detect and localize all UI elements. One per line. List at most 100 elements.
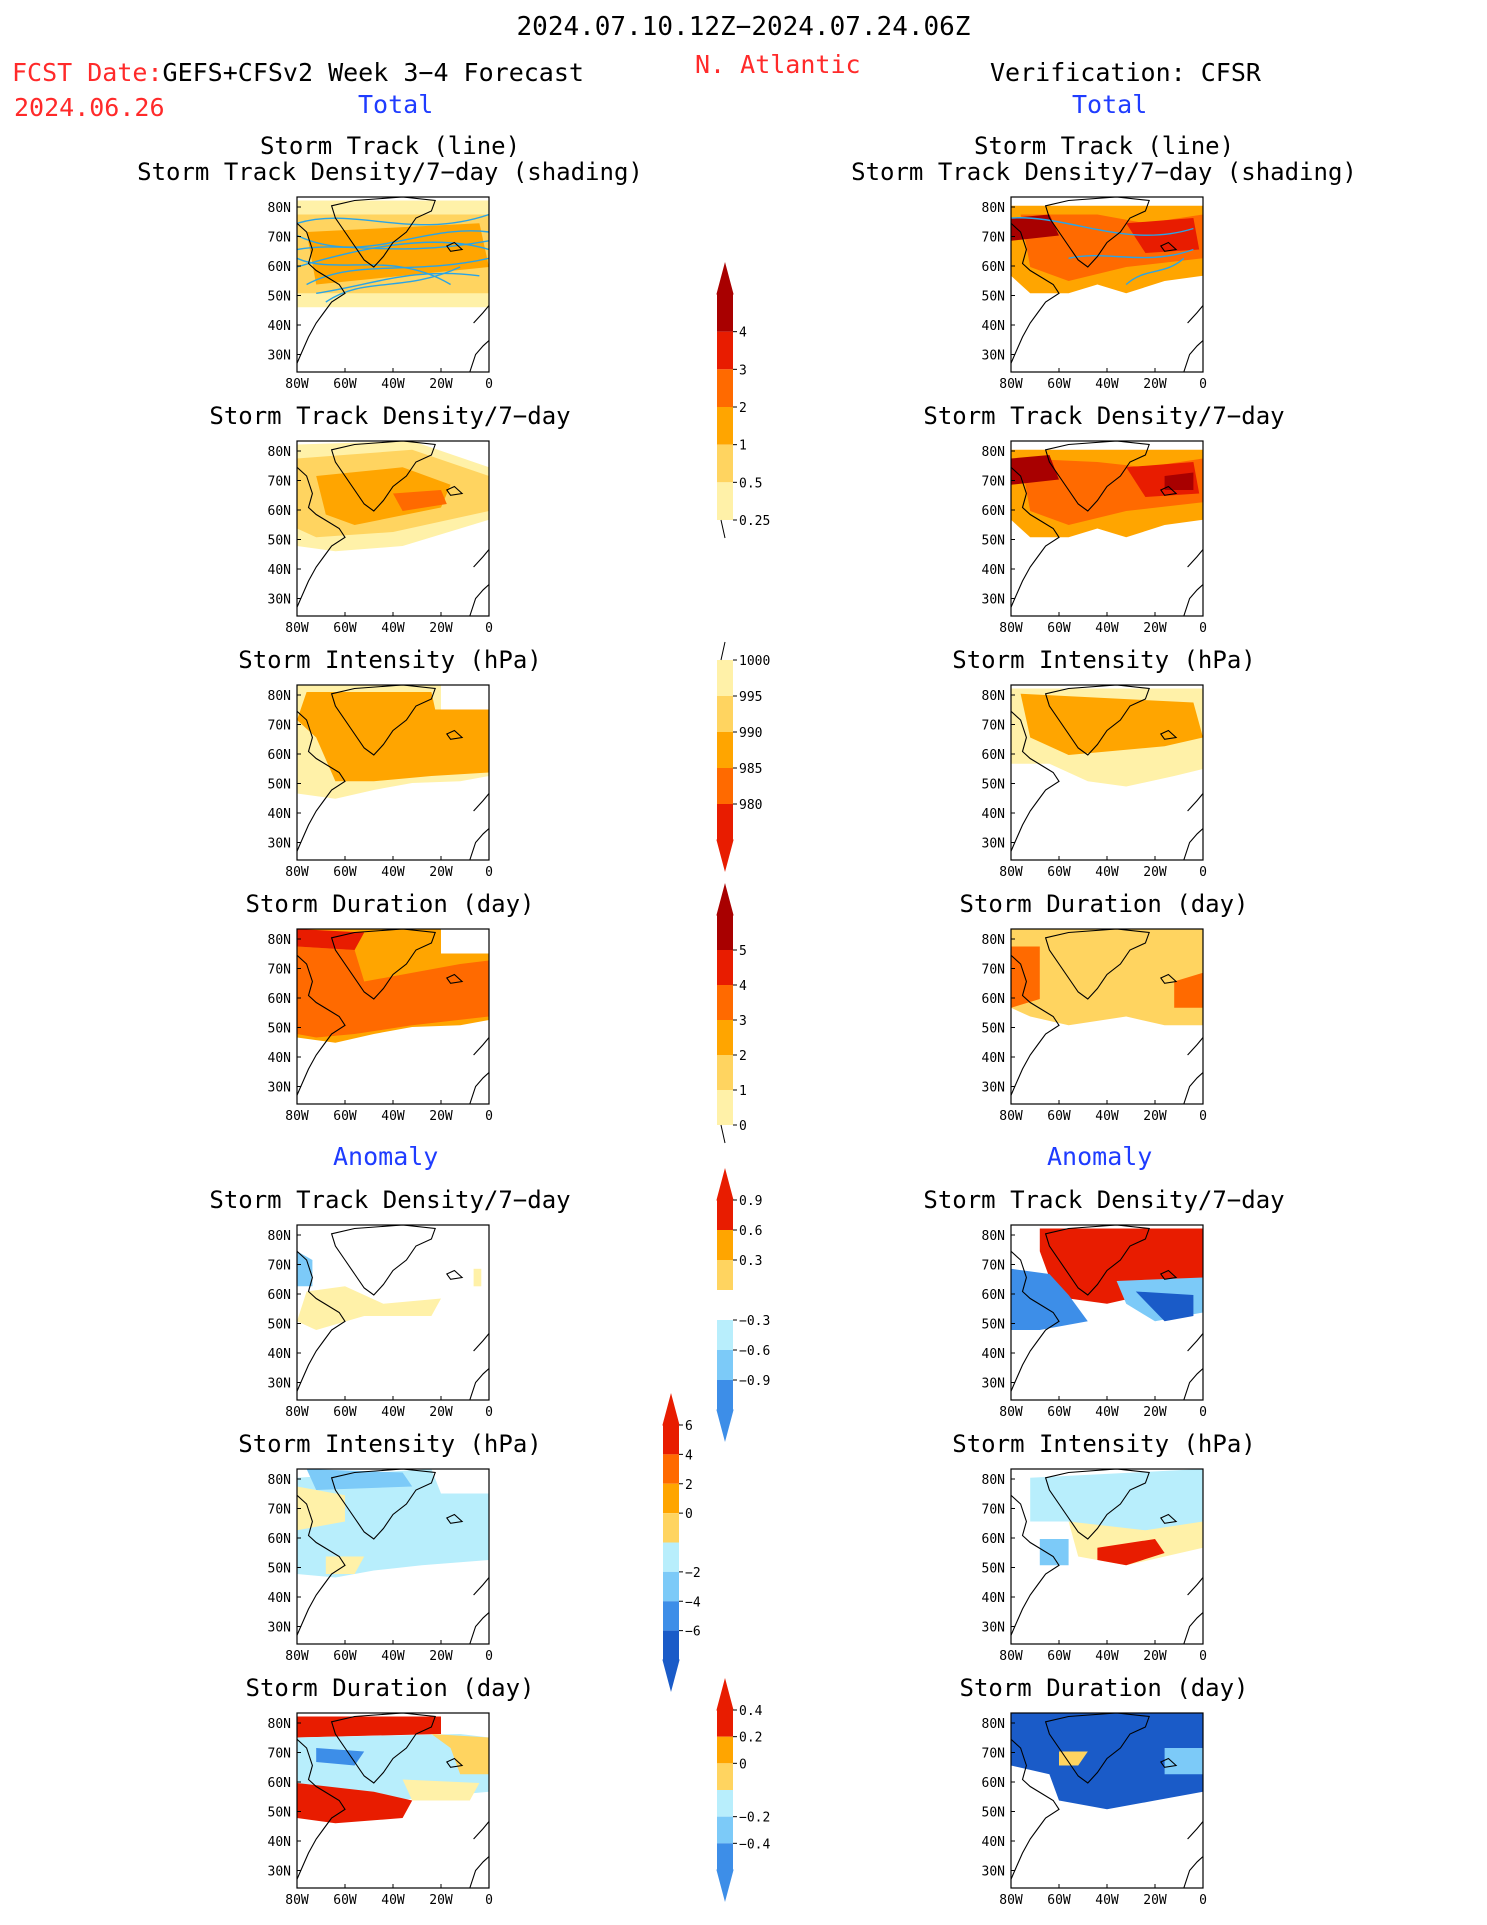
lat-tick-label: 50N <box>268 1806 291 1821</box>
lat-tick-label: 50N <box>982 1562 1005 1577</box>
colorbar-label: 2 <box>685 1478 693 1493</box>
right-map-panel-2: 80N 70N 60N 50N 40N 30N 80W 60W 40W 20W 0 <box>982 440 1207 636</box>
shading-region <box>1164 1748 1203 1775</box>
right-panel1-title-line: Storm Track (line) <box>973 132 1235 160</box>
colorbar-segment <box>663 1425 679 1455</box>
shading-region <box>297 946 489 1038</box>
lat-tick-label: 60N <box>268 1288 291 1303</box>
lon-tick-label: 80W <box>999 1405 1023 1420</box>
colorbar-segment <box>717 768 733 804</box>
colorbar-segment <box>717 331 733 370</box>
lon-tick-label: 0 <box>1199 1893 1207 1908</box>
left-map-panel-4: 80N 70N 60N 50N 40N 30N 80W 60W 40W 20W 0 <box>268 928 493 1124</box>
lat-tick-label: 80N <box>268 933 291 948</box>
shading-region <box>306 223 489 285</box>
lat-tick-label: 50N <box>982 778 1005 793</box>
colorbar-label: 0.9 <box>739 1194 762 1209</box>
lat-tick-label: 40N <box>982 807 1005 822</box>
colorbar-segment <box>717 804 733 840</box>
colorbar-segment <box>663 1630 679 1660</box>
colorbar-label: 990 <box>739 726 762 741</box>
lat-tick-label: 70N <box>982 475 1005 490</box>
lon-tick-label: 80W <box>285 377 309 392</box>
lon-tick-label: 60W <box>333 1893 357 1908</box>
lon-tick-label: 20W <box>429 1893 453 1908</box>
shading-layer <box>1011 1225 1203 1400</box>
verification-label: Verification: CFSR <box>990 58 1261 87</box>
right-panel4-title: Storm Duration (day) <box>959 890 1249 918</box>
colorbar-label: −0.4 <box>739 1837 770 1852</box>
colorbar-label: 985 <box>739 762 762 777</box>
colorbar-segment <box>717 1320 733 1350</box>
colorbar-segment <box>663 1454 679 1484</box>
lon-tick-label: 20W <box>1143 621 1167 636</box>
coastline <box>297 685 489 860</box>
shading-region <box>316 467 451 525</box>
coastline <box>297 1469 489 1644</box>
colorbar-label: 5 <box>739 944 747 959</box>
lat-tick-label: 30N <box>982 349 1005 364</box>
lon-tick-label: 40W <box>1095 1405 1119 1420</box>
shading-layer <box>297 685 489 860</box>
lat-tick-label: 40N <box>268 1051 291 1066</box>
storm-track-line <box>306 257 489 286</box>
colorbar-label: 1000 <box>739 654 770 669</box>
colorbar-segment <box>717 407 733 445</box>
storm-track-line <box>325 266 461 303</box>
lat-tick-label: 30N <box>982 1865 1005 1880</box>
lat-tick-label: 60N <box>982 992 1005 1007</box>
colorbar-segment <box>663 1513 679 1543</box>
lat-tick-label: 60N <box>268 1532 291 1547</box>
left-map-panel-7: 80N 70N 60N 50N 40N 30N 80W 60W 40W 20W 0 <box>268 1712 493 1908</box>
lon-tick-label: 80W <box>999 1893 1023 1908</box>
lon-tick-label: 40W <box>381 1405 405 1420</box>
colorbar-label: 0 <box>739 1757 747 1772</box>
lat-tick-label: 80N <box>982 201 1005 216</box>
colorbar-segment <box>717 1055 733 1090</box>
lat-tick-label: 70N <box>982 231 1005 246</box>
shading-region <box>1020 693 1203 755</box>
lat-tick-label: 40N <box>268 1347 291 1362</box>
lon-tick-label: 80W <box>285 1405 309 1420</box>
colorbar-track_density_anomaly: 0.9 0.6 0.3 −0.3 −0.6 −0.9 <box>716 1168 770 1442</box>
shading-region <box>297 1783 413 1824</box>
left-panel5-title: Storm Track Density/7−day <box>209 1186 571 1214</box>
lon-tick-label: 20W <box>429 377 453 392</box>
colorbar-segment <box>717 732 733 768</box>
colorbar-segment <box>717 1380 733 1410</box>
colorbar-label: 4 <box>685 1448 693 1463</box>
lon-tick-label: 60W <box>1047 1649 1071 1664</box>
lon-tick-label: 40W <box>381 621 405 636</box>
lat-tick-label: 70N <box>982 1503 1005 1518</box>
lon-tick-label: 80W <box>999 865 1023 880</box>
lat-tick-label: 80N <box>982 1473 1005 1488</box>
colorbar-segment <box>717 1260 733 1290</box>
coastline <box>297 441 489 616</box>
colorbar-tail <box>720 641 726 661</box>
colorbar-top-arrow <box>716 883 734 916</box>
colorbar-segment <box>717 444 733 483</box>
coastline <box>297 1713 489 1888</box>
lat-tick-label: 60N <box>982 748 1005 763</box>
colorbar-bottom-arrow <box>716 839 734 872</box>
lat-tick-label: 80N <box>268 201 291 216</box>
colorbar-label: 0.25 <box>739 514 770 529</box>
shading-layer <box>297 1713 489 1888</box>
colorbar-label: 6 <box>685 1419 693 1434</box>
lon-tick-label: 20W <box>429 865 453 880</box>
colorbar-label: 3 <box>739 1014 747 1029</box>
colorbar-segment <box>717 696 733 732</box>
lon-tick-label: 60W <box>1047 865 1071 880</box>
colorbar-label: 995 <box>739 690 762 705</box>
colorbar-label: 1 <box>739 1084 747 1099</box>
shading-layer <box>297 441 489 616</box>
shading-layer <box>1011 929 1203 1104</box>
right-panel5-title: Storm Track Density/7−day <box>923 1186 1285 1214</box>
colorbar-segment <box>717 1736 733 1764</box>
lat-tick-label: 60N <box>982 260 1005 275</box>
colorbar-label: 0.4 <box>739 1704 763 1719</box>
colorbar-segment <box>663 1601 679 1631</box>
lat-tick-label: 40N <box>982 1591 1005 1606</box>
lon-tick-label: 40W <box>1095 1893 1119 1908</box>
colorbar-segment <box>717 950 733 985</box>
